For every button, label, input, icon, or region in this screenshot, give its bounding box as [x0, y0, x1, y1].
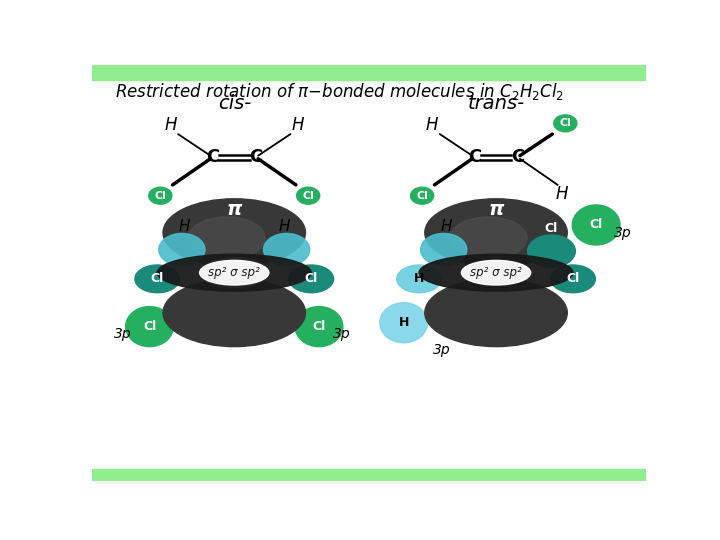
Text: Cl: Cl [305, 272, 318, 285]
Ellipse shape [462, 260, 531, 285]
Text: C: C [511, 148, 524, 166]
Text: H: H [426, 116, 438, 134]
Text: Cl: Cl [416, 191, 428, 201]
Text: C: C [206, 148, 220, 166]
Ellipse shape [157, 254, 311, 291]
Ellipse shape [297, 187, 320, 204]
Text: sp² σ sp²: sp² σ sp² [470, 266, 522, 279]
Ellipse shape [420, 233, 467, 266]
Ellipse shape [163, 279, 305, 347]
Text: 3p: 3p [614, 226, 632, 240]
Ellipse shape [188, 217, 265, 259]
Text: π: π [488, 200, 504, 219]
Text: H: H [179, 219, 190, 234]
Text: C: C [249, 148, 262, 166]
Text: π: π [227, 200, 242, 219]
Text: 3p: 3p [333, 327, 351, 341]
Text: sp² σ sp²: sp² σ sp² [208, 266, 260, 279]
Text: H: H [440, 219, 451, 234]
Text: Cl: Cl [154, 191, 166, 201]
Text: H: H [414, 272, 424, 285]
Text: Cl: Cl [150, 272, 164, 285]
Text: $\bf{\it{Restricted\ rotation\ of}}$ $\bf{\it{\pi}}$$\bf{\it{-bonded\ molecules\: $\bf{\it{Restricted\ rotation\ of}}$ $\b… [115, 81, 564, 102]
Text: C: C [468, 148, 481, 166]
Ellipse shape [528, 235, 575, 267]
Ellipse shape [199, 260, 269, 285]
Text: 3p: 3p [433, 343, 451, 357]
Ellipse shape [379, 303, 428, 343]
Text: Cl: Cl [143, 320, 156, 333]
Text: cis-: cis- [217, 94, 251, 113]
Text: Cl: Cl [312, 320, 325, 333]
Ellipse shape [264, 233, 310, 266]
Ellipse shape [450, 217, 527, 259]
Text: Cl: Cl [590, 219, 603, 232]
Bar [92, 469, 647, 481]
Ellipse shape [135, 265, 179, 293]
Text: Cl: Cl [559, 118, 571, 129]
Ellipse shape [149, 187, 172, 204]
Ellipse shape [126, 307, 174, 347]
Text: H: H [398, 316, 409, 329]
Ellipse shape [289, 265, 333, 293]
Ellipse shape [163, 199, 305, 267]
Ellipse shape [295, 307, 343, 347]
Ellipse shape [397, 265, 441, 293]
Text: trans-: trans- [467, 94, 525, 113]
Text: H: H [292, 116, 305, 134]
Ellipse shape [159, 233, 205, 266]
Text: 3p: 3p [114, 327, 132, 341]
Ellipse shape [572, 205, 620, 245]
Text: H: H [279, 219, 290, 234]
Ellipse shape [419, 254, 573, 291]
Ellipse shape [554, 115, 577, 132]
Text: Cl: Cl [302, 191, 314, 201]
Text: H: H [164, 116, 176, 134]
Ellipse shape [425, 279, 567, 347]
Ellipse shape [199, 258, 269, 287]
Bar [92, 65, 647, 80]
Ellipse shape [551, 265, 595, 293]
Ellipse shape [410, 187, 433, 204]
Ellipse shape [425, 199, 567, 267]
Text: Cl: Cl [567, 272, 580, 285]
Text: Cl: Cl [545, 221, 558, 234]
Text: H: H [556, 185, 569, 203]
